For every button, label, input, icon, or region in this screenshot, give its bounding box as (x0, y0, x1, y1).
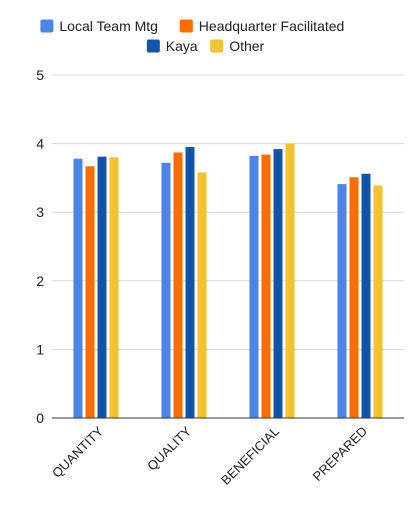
category-label: QUALITY (144, 423, 194, 473)
legend-swatch (179, 19, 193, 33)
bar-kaya-quality (185, 147, 195, 418)
y-axis-tick-labels: 0 1 2 3 4 5 (36, 67, 44, 426)
bar-kaya-quantity (97, 156, 107, 418)
bar-other-beneficial (285, 143, 295, 418)
legend-swatch (210, 39, 224, 53)
bar-headquarter-facilitated-beneficial (261, 154, 271, 419)
y-tick-label: 4 (36, 136, 44, 152)
bar-kaya-beneficial (273, 149, 283, 418)
legend-label: Kaya (166, 38, 198, 54)
legend-label: Local Team Mtg (59, 18, 158, 34)
category-label: QUANTITY (49, 423, 106, 480)
bar-local-team-mtg-beneficial (249, 155, 259, 418)
y-tick-label: 5 (36, 67, 44, 83)
bar-local-team-mtg-prepared (337, 184, 347, 418)
legend-label: Other (229, 38, 264, 54)
y-tick-label: 2 (36, 273, 44, 289)
bar-headquarter-facilitated-prepared (349, 177, 359, 418)
bar-other-prepared (373, 185, 383, 418)
bar-kaya-prepared (361, 173, 371, 418)
category-label: BENEFICIAL (218, 424, 282, 488)
legend-swatch (146, 39, 160, 53)
bar-local-team-mtg-quality (161, 162, 171, 418)
bar-headquarter-facilitated-quantity (85, 166, 95, 418)
legend-item-kaya: Kaya (146, 38, 198, 54)
legend-label: Headquarter Facilitated (199, 18, 345, 34)
bar-headquarter-facilitated-quality (173, 152, 183, 418)
bars (73, 143, 383, 419)
legend: Local Team Mtg Headquarter FacilitatedKay… (40, 18, 344, 54)
y-tick-label: 0 (36, 410, 44, 426)
bar-local-team-mtg-quantity (73, 158, 83, 418)
bar-other-quality (197, 172, 207, 418)
category-label: PREPARED (310, 424, 371, 485)
legend-item-local-team-mtg: Local Team Mtg (40, 18, 158, 34)
legend-item-other: Other (210, 38, 265, 54)
bar-other-quantity (109, 157, 119, 418)
y-tick-label: 1 (36, 341, 44, 357)
y-tick-label: 3 (36, 204, 44, 220)
legend-swatch (40, 19, 54, 33)
legend-item-headquarter-facilitated: Headquarter Facilitated (179, 18, 345, 34)
category-labels: QUANTITY QUALITY BENEFICIAL PREPARED (49, 423, 370, 487)
